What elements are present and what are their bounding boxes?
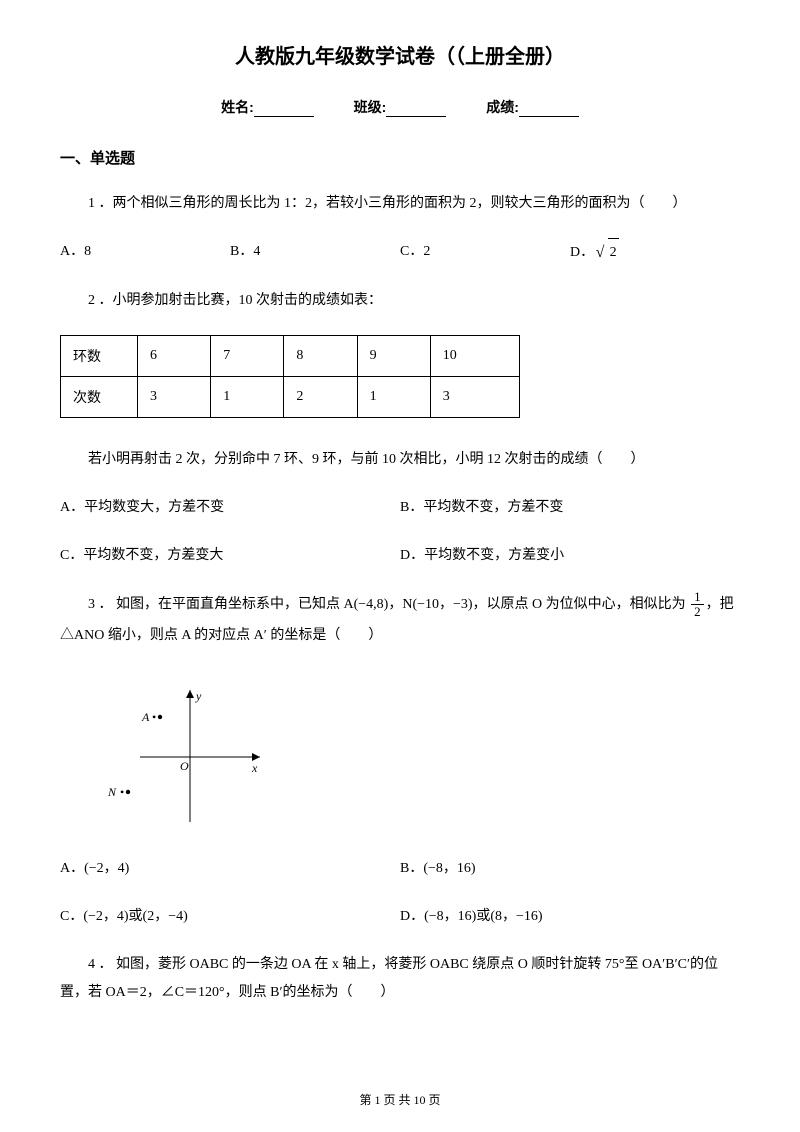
page-title: 人教版九年级数学试卷（（上册全册） bbox=[60, 40, 740, 69]
cell: 8 bbox=[284, 336, 357, 377]
point-a-label: A bbox=[141, 710, 150, 724]
cell: 9 bbox=[357, 336, 430, 377]
question-2-sub: 若小明再射击 2 次，分别命中 7 环、9 环，与前 10 次相比，小明 12 … bbox=[60, 446, 740, 474]
q3-opt-c: C．(−2，4)或(2，−4) bbox=[60, 903, 400, 931]
score-label: 成绩: bbox=[486, 99, 519, 115]
score-field: 成绩: bbox=[486, 97, 579, 117]
cell: 1 bbox=[211, 377, 284, 418]
q3-opt-b: B．(−8，16) bbox=[400, 855, 740, 883]
q3-diagram: y x O A • N • bbox=[100, 682, 270, 832]
point-n-label: N bbox=[107, 785, 117, 799]
question-3: 3 ． 如图，在平面直角坐标系中，已知点 A(−4,8)，N(−10，−3)，以… bbox=[60, 590, 740, 652]
q2-opt-a: A．平均数变大，方差不变 bbox=[60, 494, 400, 522]
exam-page: 人教版九年级数学试卷（（上册全册） 姓名: 班级: 成绩: 一、单选题 1 ．两… bbox=[0, 0, 800, 1132]
q3-text-pre: 3 ． 如图，在平面直角坐标系中，已知点 A(−4,8)，N(−10，−3)，以… bbox=[60, 590, 686, 621]
student-info-line: 姓名: 班级: 成绩: bbox=[60, 97, 740, 117]
q1-opt-d: D． 2 bbox=[570, 238, 740, 267]
x-label: x bbox=[251, 761, 258, 775]
q2-options-row2: C．平均数不变，方差变大 D．平均数不变，方差变小 bbox=[60, 542, 740, 570]
page-footer: 第 1 页 共 10 页 bbox=[0, 1091, 800, 1108]
question-1: 1 ．两个相似三角形的周长比为 1：2，若较小三角形的面积为 2，则较大三角形的… bbox=[60, 190, 740, 218]
q2-opt-d: D．平均数不变，方差变小 bbox=[400, 542, 740, 570]
cell: 1 bbox=[357, 377, 430, 418]
point-a-dot bbox=[158, 714, 162, 718]
q3-options-row2: C．(−2，4)或(2，−4) D．(−8，16)或(8，−16) bbox=[60, 903, 740, 931]
q1-opt-b: B．4 bbox=[230, 238, 400, 267]
q2-table: 环数 6 7 8 9 10 次数 3 1 2 1 3 bbox=[60, 335, 520, 418]
q1-opt-a: A．8 bbox=[60, 238, 230, 267]
cell: 6 bbox=[138, 336, 211, 377]
frac-den: 2 bbox=[691, 605, 704, 619]
q1-opt-c: C．2 bbox=[400, 238, 570, 267]
question-4: 4 ． 如图，菱形 OABC 的一条边 OA 在 x 轴上，将菱形 OABC 绕… bbox=[60, 951, 740, 1007]
class-label: 班级: bbox=[354, 99, 387, 115]
y-label: y bbox=[195, 689, 202, 703]
name-label: 姓名: bbox=[221, 99, 254, 115]
q1-opt-d-rad: 2 bbox=[608, 238, 619, 267]
q3-opt-d: D．(−8，16)或(8，−16) bbox=[400, 903, 740, 931]
fraction-icon: 1 2 bbox=[691, 590, 704, 620]
cell: 2 bbox=[284, 377, 357, 418]
point-n-bullet: • bbox=[120, 785, 124, 799]
cell: 3 bbox=[430, 377, 519, 418]
section-1-heading: 一、单选题 bbox=[60, 147, 740, 168]
point-a-bullet: • bbox=[152, 710, 156, 724]
name-blank bbox=[254, 102, 314, 117]
table-row: 环数 6 7 8 9 10 bbox=[61, 336, 520, 377]
frac-num: 1 bbox=[691, 590, 704, 605]
q1-opt-d-prefix: D． bbox=[570, 245, 594, 260]
origin-label: O bbox=[180, 759, 189, 773]
sqrt-icon: 2 bbox=[598, 238, 619, 267]
point-n-dot bbox=[126, 789, 130, 793]
q3-options-row1: A．(−2，4) B．(−8，16) bbox=[60, 855, 740, 883]
q2-opt-c: C．平均数不变，方差变大 bbox=[60, 542, 400, 570]
q1-options: A．8 B．4 C．2 D． 2 bbox=[60, 238, 740, 267]
class-field: 班级: bbox=[354, 97, 447, 117]
cell: 3 bbox=[138, 377, 211, 418]
name-field: 姓名: bbox=[221, 97, 314, 117]
class-blank bbox=[386, 102, 446, 117]
q3-opt-a: A．(−2，4) bbox=[60, 855, 400, 883]
q2-opt-b: B．平均数不变，方差不变 bbox=[400, 494, 740, 522]
question-2: 2 ．小明参加射击比赛，10 次射击的成绩如表： bbox=[60, 287, 740, 315]
table-row: 次数 3 1 2 1 3 bbox=[61, 377, 520, 418]
row1-label: 环数 bbox=[61, 336, 138, 377]
arrow-right-icon bbox=[252, 753, 260, 761]
score-blank bbox=[519, 102, 579, 117]
q2-options-row1: A．平均数变大，方差不变 B．平均数不变，方差不变 bbox=[60, 494, 740, 522]
arrow-up-icon bbox=[186, 690, 194, 698]
cell: 7 bbox=[211, 336, 284, 377]
cell: 10 bbox=[430, 336, 519, 377]
row2-label: 次数 bbox=[61, 377, 138, 418]
